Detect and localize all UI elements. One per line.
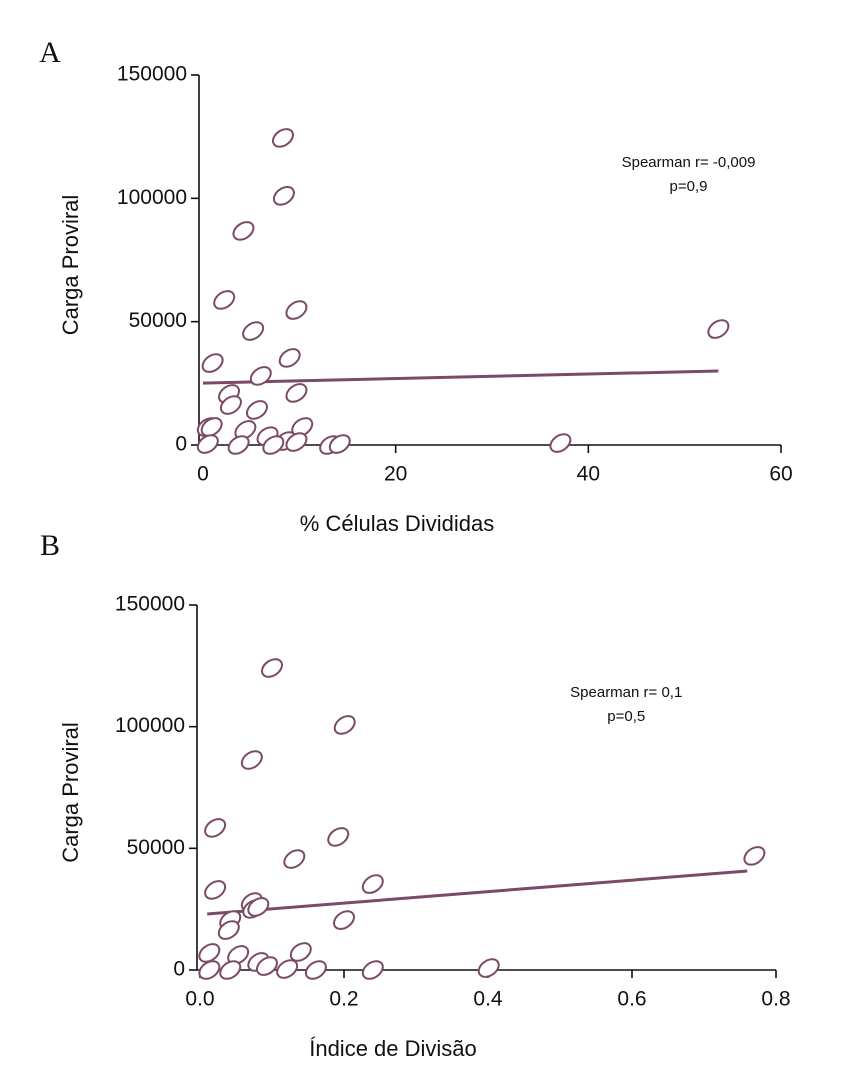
data-point bbox=[196, 434, 219, 454]
x-tick-label: 0.0 bbox=[185, 988, 214, 1011]
data-point bbox=[249, 366, 272, 386]
data-point bbox=[255, 956, 278, 976]
data-point bbox=[327, 827, 350, 847]
data-point bbox=[276, 959, 299, 979]
data-point bbox=[361, 874, 384, 894]
data-point bbox=[361, 960, 384, 980]
data-point bbox=[278, 348, 301, 368]
data-point bbox=[743, 846, 766, 866]
data-point bbox=[283, 849, 306, 869]
data-point bbox=[549, 433, 572, 453]
data-point bbox=[242, 321, 265, 341]
data-point bbox=[304, 960, 327, 980]
data-point bbox=[271, 128, 294, 148]
data-point bbox=[204, 880, 227, 900]
x-axis-label: % Células Divididas bbox=[300, 511, 494, 536]
x-axis-label: Índice de Divisão bbox=[309, 1036, 477, 1061]
y-tick-label: 100000 bbox=[115, 714, 185, 737]
y-axis-label: Carga Proviral bbox=[58, 722, 83, 863]
y-tick-label: 0 bbox=[173, 958, 185, 981]
data-point bbox=[201, 353, 224, 373]
annotation: p=0,9 bbox=[670, 178, 708, 195]
x-tick-label: 0.2 bbox=[329, 988, 358, 1011]
y-tick-label: 50000 bbox=[129, 309, 187, 332]
x-tick-label: 0 bbox=[197, 463, 209, 486]
panel-letter: B bbox=[40, 529, 60, 562]
data-point bbox=[285, 300, 308, 320]
x-tick-label: 40 bbox=[577, 463, 600, 486]
data-point bbox=[245, 400, 268, 420]
data-point bbox=[247, 897, 270, 917]
data-point bbox=[285, 432, 308, 452]
annotation: Spearman r= 0,1 bbox=[570, 684, 682, 701]
y-tick-label: 0 bbox=[175, 433, 187, 456]
trend-line bbox=[207, 869, 748, 916]
data-point bbox=[198, 943, 221, 963]
panel-letter: A bbox=[39, 36, 61, 69]
data-point bbox=[272, 186, 295, 206]
x-tick-label: 0.8 bbox=[761, 988, 790, 1011]
trend-line bbox=[202, 369, 719, 385]
data-point bbox=[200, 417, 223, 437]
data-point bbox=[234, 420, 257, 440]
data-point bbox=[333, 715, 356, 735]
annotation: p=0,5 bbox=[607, 708, 645, 725]
y-tick-label: 100000 bbox=[117, 186, 187, 209]
x-tick-label: 20 bbox=[384, 463, 407, 486]
data-point bbox=[328, 434, 351, 454]
x-tick-label: 60 bbox=[769, 463, 792, 486]
data-point bbox=[227, 435, 250, 455]
y-tick-label: 150000 bbox=[115, 593, 185, 616]
data-point bbox=[219, 960, 242, 980]
data-point bbox=[285, 383, 308, 403]
data-point bbox=[219, 395, 242, 415]
data-point bbox=[707, 319, 730, 339]
data-point bbox=[289, 942, 312, 962]
annotation: Spearman r= -0,009 bbox=[622, 154, 756, 171]
data-point bbox=[217, 920, 240, 940]
data-point bbox=[477, 958, 500, 978]
data-point bbox=[204, 818, 227, 838]
data-point bbox=[198, 960, 221, 980]
data-point bbox=[232, 221, 255, 241]
data-point bbox=[333, 910, 355, 930]
x-tick-label: 0.4 bbox=[473, 988, 503, 1011]
y-tick-label: 150000 bbox=[117, 63, 187, 86]
data-point bbox=[262, 435, 285, 455]
data-point bbox=[213, 290, 236, 310]
data-point bbox=[261, 658, 283, 678]
y-tick-label: 50000 bbox=[127, 836, 185, 859]
x-tick-label: 0.6 bbox=[617, 988, 646, 1011]
y-axis-label: Carga Proviral bbox=[58, 195, 83, 336]
data-point bbox=[240, 750, 263, 770]
